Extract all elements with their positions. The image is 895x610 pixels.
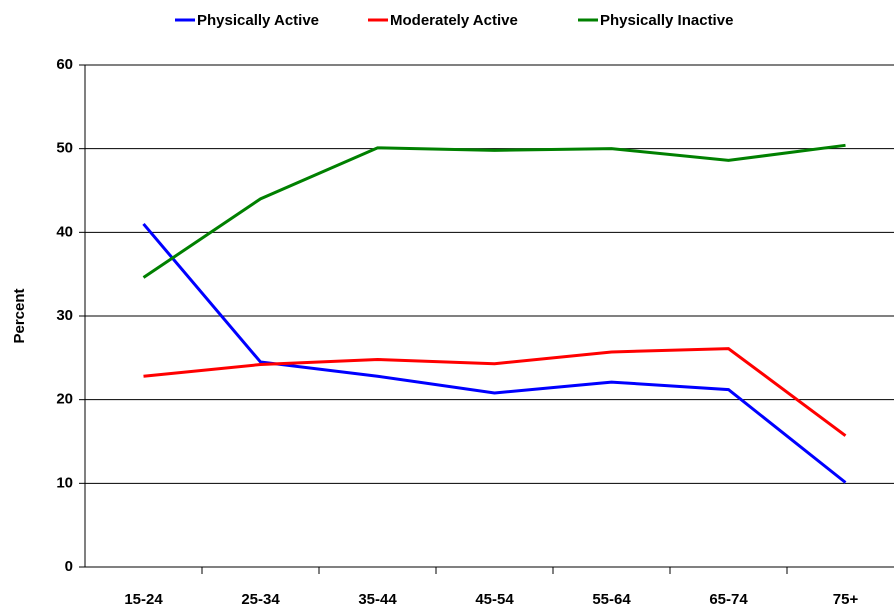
y-tick-label: 30: [56, 307, 73, 324]
x-tick-label: 65-74: [709, 591, 748, 608]
x-tick-label: 75+: [833, 591, 859, 608]
line: [142, 222, 847, 484]
y-tick-label: 50: [56, 140, 73, 157]
x-tick-label: 35-44: [358, 591, 397, 608]
y-tick-label: 10: [56, 474, 73, 491]
x-tick-label: 45-54: [475, 591, 514, 608]
y-tick-label: 40: [56, 223, 73, 240]
y-tick-label: 0: [65, 558, 73, 575]
y-axis-label: Percent: [11, 288, 28, 343]
line: [143, 347, 847, 437]
legend-label: Physically Inactive: [600, 12, 733, 29]
x-tick-label: 25-34: [241, 591, 280, 608]
y-tick-label: 20: [56, 391, 73, 408]
x-tick-label: 55-64: [592, 591, 631, 608]
x-tick-label: 15-24: [124, 591, 163, 608]
line: [142, 143, 846, 279]
y-tick-label: 60: [56, 56, 73, 73]
legend-label: Moderately Active: [390, 12, 518, 29]
legend-label: Physically Active: [197, 12, 319, 29]
